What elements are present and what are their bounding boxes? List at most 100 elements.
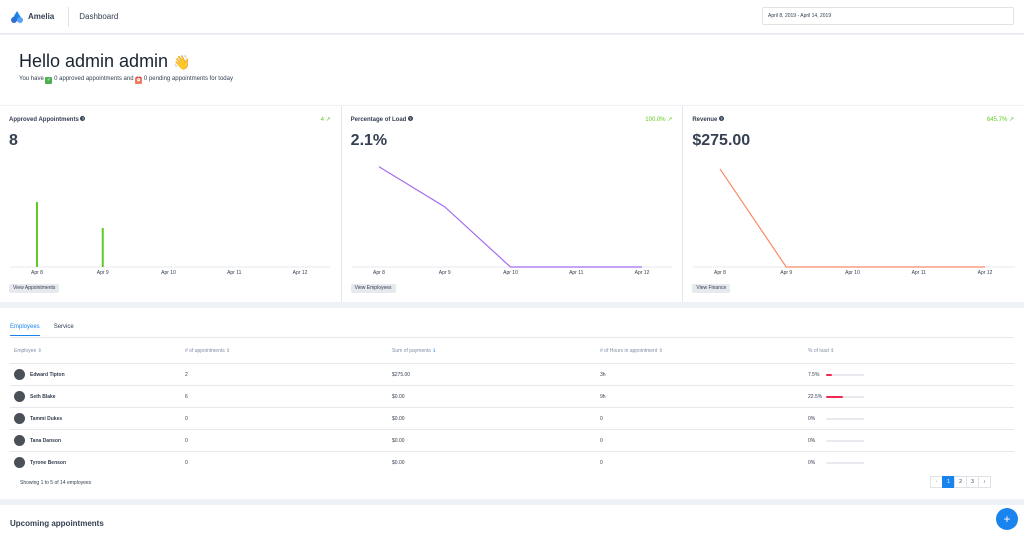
load-percent: 0%	[808, 438, 816, 444]
x-tick-label: Apr 8	[31, 270, 43, 276]
column-header-appointments[interactable]: # of appointments ⇕	[185, 348, 231, 354]
help-icon[interactable]: ?	[408, 116, 414, 121]
app-logo[interactable]: Amelia	[10, 10, 54, 24]
x-tick-label: Apr 8	[373, 270, 385, 276]
load-percent: 0%	[808, 460, 816, 466]
chart-series-line	[378, 166, 642, 268]
load-bar-fill	[826, 374, 832, 376]
upcoming-appointments-panel: Upcoming appointments	[0, 505, 1024, 537]
alarm-clock-icon: ⏰	[135, 77, 143, 84]
help-icon[interactable]: ?	[80, 116, 86, 121]
appointments-count: 6	[185, 394, 188, 400]
hours-count: 0	[600, 460, 603, 466]
greeting-panel: Hello admin admin 👋 You have ✓ 0 approve…	[0, 35, 1024, 105]
hours-count: 0	[600, 416, 603, 422]
sort-icon: ⇕	[658, 348, 663, 354]
avatar	[14, 369, 25, 380]
upcoming-title: Upcoming appointments	[10, 519, 104, 528]
card-change: 4 ↗	[320, 117, 331, 123]
sort-icon: ⇕	[226, 348, 231, 354]
chart-bar	[101, 228, 104, 267]
amelia-logo-icon	[11, 10, 23, 23]
page-title: Dashboard	[79, 12, 119, 21]
x-tick-label: Apr 11	[569, 270, 584, 276]
card-label: Approved Appointments ?	[9, 116, 86, 123]
column-header-hours[interactable]: # of Hours in appointment ⇕	[600, 348, 663, 354]
appointments-count: 0	[185, 460, 188, 466]
card-value: $275.00	[692, 132, 751, 149]
trend-up-icon: ↗	[1008, 117, 1015, 123]
load-percent: 0%	[808, 416, 816, 422]
sort-down-icon: ⇓	[432, 348, 437, 354]
payments-sum: $0.00	[392, 416, 405, 422]
x-tick-label: Apr 12	[293, 270, 308, 276]
app-name: Amelia	[28, 12, 55, 21]
view-appointments-button[interactable]: View Appointments	[9, 284, 60, 293]
avatar	[14, 435, 25, 446]
payments-sum: $0.00	[392, 460, 405, 466]
card-change: 100.0% ↗	[645, 117, 673, 123]
trend-up-icon: ↗	[325, 117, 331, 123]
sort-icon: ⇕	[830, 348, 835, 354]
x-tick-label: Apr 9	[438, 270, 450, 276]
x-tick-label: Apr 9	[781, 270, 793, 276]
table-row: Edward Tipton 2 $275.00 3h 7.5%	[10, 363, 1014, 385]
stat-cards: Apr 8 Apr 9 Apr 10 Apr 11 Apr 12 Approved Ap…	[0, 106, 1024, 302]
tab-service[interactable]: Service	[53, 324, 74, 330]
chart-bar	[36, 202, 38, 267]
employee-name: Tana Danson	[30, 438, 62, 444]
date-range-picker[interactable]: April 8, 2019 - April 14, 2019	[762, 7, 1014, 25]
table-row: Tana Danson 0 $0.00 0 0%	[10, 429, 1014, 451]
sort-icon: ⇕	[37, 348, 42, 354]
hours-count: 0	[600, 438, 603, 444]
card-value: 8	[9, 132, 18, 149]
check-icon: ✓	[45, 77, 53, 84]
x-tick-label: Apr 9	[97, 270, 109, 276]
tab-divider	[10, 337, 1014, 338]
employee-name: Seth Blake	[30, 394, 56, 400]
appointments-count: 0	[185, 438, 188, 444]
x-tick-label: Apr 10	[161, 270, 176, 276]
percentage-of-load-chart: Apr 8 Apr 9 Apr 10 Apr 11 Apr 12	[351, 166, 672, 276]
payments-sum: $0.00	[392, 438, 405, 444]
help-icon[interactable]: ?	[719, 116, 725, 121]
x-tick-label: Apr 11	[912, 270, 927, 276]
x-tick-label: Apr 8	[714, 270, 726, 276]
payments-sum: $0.00	[392, 394, 405, 400]
employee-name: Tyrone Benson	[30, 460, 67, 466]
percentage-of-load-card: Apr 8 Apr 9 Apr 10 Apr 11 Apr 12 Percentage …	[341, 106, 683, 302]
top-bar: Amelia Dashboard April 8, 2019 - April 1…	[0, 0, 1024, 34]
x-tick-label: Apr 10	[845, 270, 860, 276]
trend-up-icon: ↗	[667, 117, 673, 123]
load-bar	[826, 374, 864, 376]
add-button[interactable]: +	[996, 508, 1018, 530]
card-label: Percentage of Load ?	[350, 116, 414, 123]
revenue-card: Apr 8 Apr 9 Apr 10 Apr 11 Apr 12 Revenue ? 6…	[683, 106, 1024, 302]
load-bar	[826, 462, 864, 464]
column-header-employee[interactable]: Employee ⇕	[14, 348, 42, 354]
revenue-chart: Apr 8 Apr 9 Apr 10 Apr 11 Apr 12	[693, 168, 1016, 276]
chart-series-line	[719, 168, 986, 268]
employees-panel: Employees Service Employee ⇕ # of appoin…	[0, 308, 1024, 499]
column-header-payments[interactable]: Sum of payments ⇓	[392, 348, 437, 354]
tab-employees[interactable]: Employees	[10, 324, 40, 336]
appointments-count: 0	[185, 416, 188, 422]
load-bar-fill	[826, 396, 844, 398]
greeting-summary: You have ✓ 0 approved appointments and ⏰…	[19, 76, 233, 84]
approved-appointments-card: Apr 8 Apr 9 Apr 10 Apr 11 Apr 12 Approved Ap…	[0, 106, 341, 302]
table-row: Seth Blake 6 $0.00 9h 22.5%	[10, 385, 1014, 407]
hours-count: 3h	[600, 372, 606, 378]
avatar	[14, 457, 25, 468]
x-tick-label: Apr 11	[227, 270, 242, 276]
employee-name: Edward Tipton	[30, 372, 65, 378]
employee-name: Tammi Dukes	[30, 416, 63, 422]
view-employees-button[interactable]: View Employees	[350, 284, 396, 293]
x-tick-label: Apr 12	[978, 270, 993, 276]
view-finance-button[interactable]: View Finance	[692, 284, 731, 293]
pagination: ‹ 1 2 3 ›	[930, 476, 991, 488]
column-header-load[interactable]: % of load ⇕	[808, 348, 835, 354]
next-page-button[interactable]: ›	[978, 476, 991, 488]
x-tick-label: Apr 12	[634, 270, 649, 276]
greeting-title: Hello admin admin 👋	[19, 51, 191, 71]
table-row: Tammi Dukes 0 $0.00 0 0%	[10, 407, 1014, 429]
